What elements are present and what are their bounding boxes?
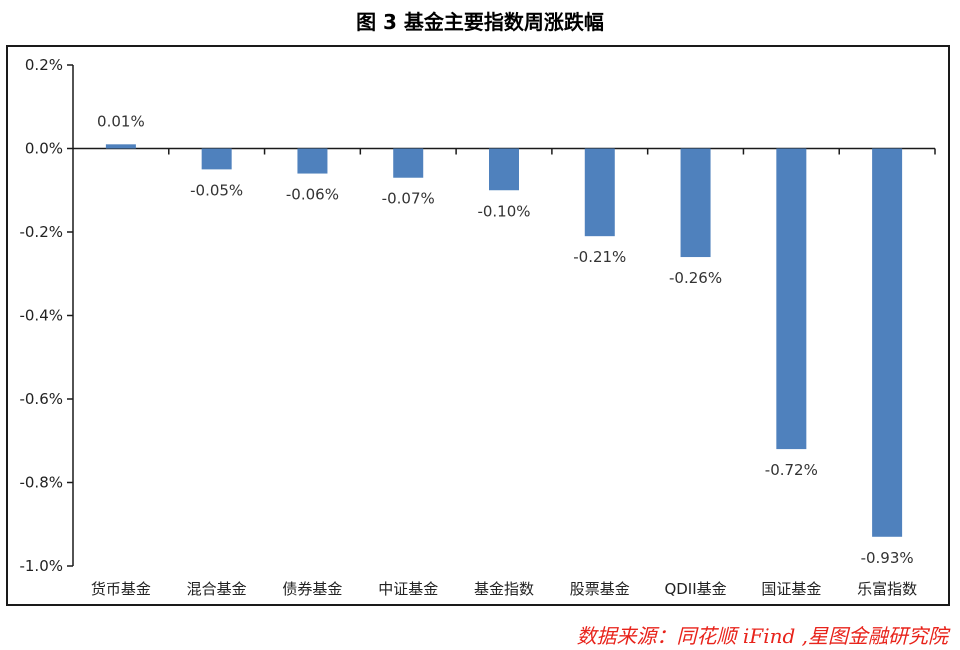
bar bbox=[584, 148, 615, 237]
chart-frame bbox=[6, 45, 950, 606]
y-tick-label: -0.6% bbox=[19, 390, 63, 408]
y-tick-label: 0.0% bbox=[25, 140, 63, 158]
y-tick-label: -1.0% bbox=[19, 557, 63, 575]
data-label: -0.21% bbox=[573, 248, 626, 266]
category-label: 债券基金 bbox=[282, 580, 342, 598]
bar bbox=[776, 148, 807, 450]
bar bbox=[872, 148, 903, 537]
data-label: -0.05% bbox=[190, 181, 243, 199]
bar bbox=[201, 148, 232, 170]
data-label: -0.72% bbox=[765, 461, 818, 479]
data-label: -0.06% bbox=[286, 186, 339, 204]
category-label: 中证基金 bbox=[378, 580, 438, 598]
data-label: -0.93% bbox=[861, 549, 914, 567]
data-label: -0.10% bbox=[477, 202, 530, 220]
source-note: 数据来源：同花顺 iFind ,星图金融研究院 bbox=[576, 624, 948, 648]
category-label: 混合基金 bbox=[187, 580, 247, 598]
bar bbox=[105, 144, 136, 149]
bar bbox=[489, 148, 519, 191]
y-tick-label: 0.2% bbox=[25, 56, 63, 74]
y-tick-label: -0.8% bbox=[19, 474, 63, 492]
data-label: -0.26% bbox=[669, 269, 722, 287]
category-label: 国证基金 bbox=[761, 580, 821, 598]
data-label: 0.01% bbox=[97, 112, 145, 130]
chart-title: 图 3 基金主要指数周涨跌幅 bbox=[356, 10, 604, 34]
category-label: QDII基金 bbox=[664, 580, 726, 598]
bar bbox=[297, 148, 328, 174]
category-label: 乐富指数 bbox=[857, 580, 917, 598]
y-tick-label: -0.4% bbox=[19, 307, 63, 325]
data-label: -0.07% bbox=[382, 190, 435, 208]
y-tick-label: -0.2% bbox=[19, 223, 63, 241]
category-label: 货币基金 bbox=[91, 580, 151, 598]
bar bbox=[680, 148, 711, 258]
category-label: 股票基金 bbox=[570, 580, 630, 598]
category-label: 基金指数 bbox=[474, 580, 534, 598]
bar bbox=[393, 148, 424, 178]
